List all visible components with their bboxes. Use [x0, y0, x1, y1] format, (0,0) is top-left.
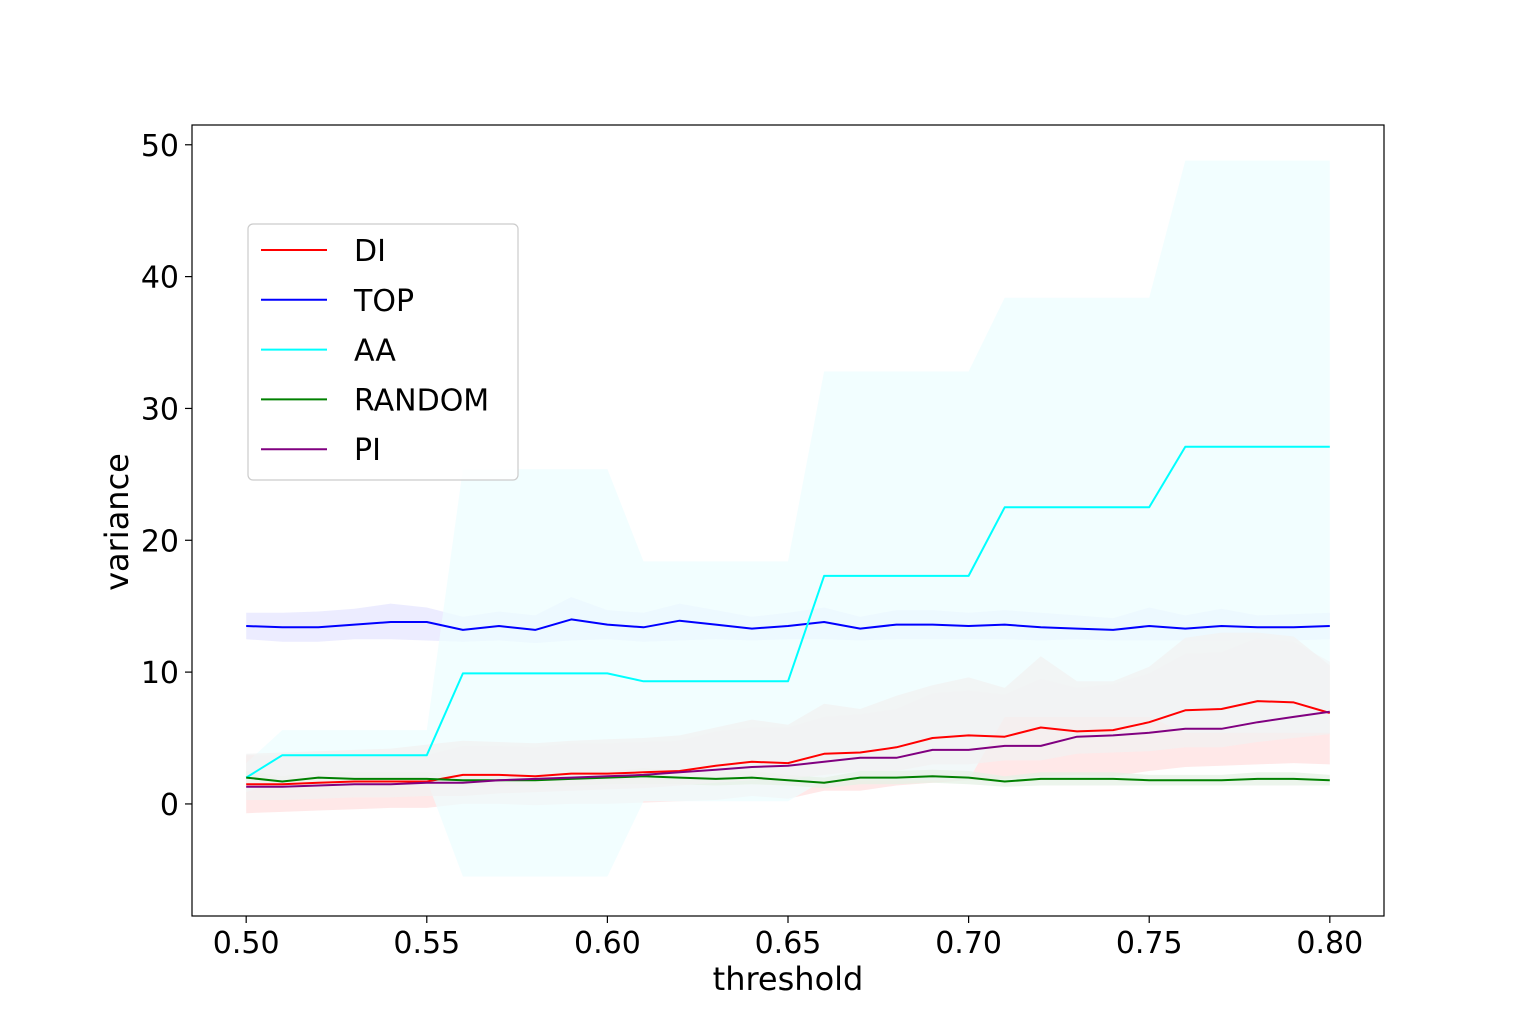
x-tick-label: 0.70	[935, 926, 1002, 961]
confidence-bands	[246, 160, 1330, 877]
x-tick-label: 0.55	[393, 926, 460, 961]
legend-label-random: RANDOM	[354, 383, 489, 418]
series-line-pi	[246, 710, 1330, 788]
y-tick-label: 50	[141, 129, 179, 164]
legend: DI TOP AA RANDOM PI	[247, 223, 519, 481]
legend-label-di: DI	[354, 234, 386, 269]
x-tick-label: 0.60	[574, 926, 641, 961]
x-tick-label: 0.80	[1296, 926, 1363, 961]
y-axis-label: variance	[98, 453, 136, 591]
y-tick-label: 0	[160, 788, 179, 823]
series-line-random	[246, 775, 1330, 784]
legend-label-aa: AA	[354, 334, 396, 369]
legend-label-pi: PI	[354, 433, 381, 468]
series-lines	[245, 445, 1331, 788]
legend-label-top: TOP	[353, 284, 414, 319]
y-axis-ticks: 0 10 20 30 40 50	[141, 129, 192, 823]
y-tick-label: 10	[141, 656, 179, 691]
series-line-aa	[245, 445, 1330, 779]
y-tick-label: 30	[141, 392, 179, 427]
x-tick-label: 0.75	[1116, 926, 1183, 961]
legend-frame	[247, 223, 519, 481]
x-axis-label: threshold	[713, 960, 864, 998]
band-pi	[246, 632, 1330, 800]
legend-items: DI TOP AA RANDOM PI	[261, 234, 489, 468]
series-line-top	[246, 618, 1330, 631]
x-tick-label: 0.65	[755, 926, 822, 961]
x-tick-label: 0.50	[213, 926, 280, 961]
y-tick-label: 20	[141, 524, 179, 559]
series-line-di	[246, 700, 1331, 786]
y-tick-label: 40	[141, 261, 179, 296]
x-axis-ticks: 0.50 0.55 0.60 0.65 0.70 0.75 0.80	[213, 916, 1363, 961]
